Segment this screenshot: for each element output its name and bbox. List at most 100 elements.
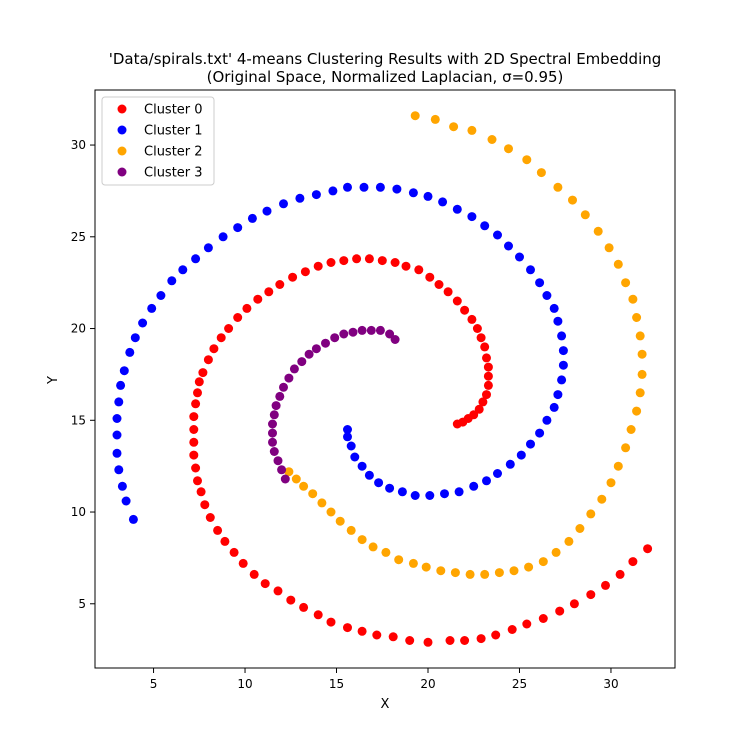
data-point — [538, 557, 548, 567]
data-point — [233, 313, 243, 322]
data-point — [381, 547, 391, 557]
data-point — [621, 278, 631, 288]
data-point — [273, 456, 283, 466]
data-point — [628, 557, 638, 567]
data-point — [317, 498, 327, 508]
data-point — [504, 144, 513, 154]
data-point — [260, 579, 270, 589]
data-point — [269, 410, 279, 420]
data-point — [569, 599, 579, 609]
legend-frame — [101, 96, 215, 186]
data-point — [557, 375, 567, 385]
y-axis-label: Y — [46, 376, 61, 385]
data-point — [445, 636, 455, 645]
legend-item: Cluster 3 — [117, 166, 203, 181]
data-point — [390, 258, 400, 267]
data-point — [440, 489, 449, 499]
data-point — [291, 474, 301, 484]
data-point — [483, 371, 493, 381]
data-point — [493, 469, 502, 478]
data-point — [535, 428, 545, 438]
data-point — [205, 513, 215, 522]
legend-label: Cluster 0 — [144, 103, 203, 118]
chart-title: 'Data/spirals.txt' 4-means Clustering Re… — [109, 50, 662, 68]
data-point — [604, 243, 614, 253]
data-point — [460, 636, 470, 645]
data-point — [467, 314, 477, 324]
legend: Cluster 0 Cluster 1 Cluster 2 Cluster 3 — [101, 96, 215, 186]
data-point — [249, 569, 259, 579]
data-point — [425, 272, 435, 282]
data-point — [482, 390, 491, 400]
data-point — [505, 459, 515, 469]
data-point — [467, 125, 477, 135]
data-point — [452, 419, 462, 429]
data-point — [557, 331, 567, 341]
data-point — [553, 316, 563, 326]
data-point — [621, 443, 631, 453]
data-point — [635, 331, 645, 341]
data-point — [414, 265, 424, 275]
data-point — [504, 241, 513, 251]
data-point — [224, 324, 234, 333]
data-point — [346, 525, 356, 535]
data-point — [430, 114, 440, 124]
data-point — [478, 397, 488, 407]
data-point — [469, 481, 479, 491]
data-point — [375, 325, 385, 335]
legend-marker — [117, 104, 127, 114]
data-point — [328, 186, 338, 196]
data-point — [613, 259, 623, 269]
legend-item: Cluster 0 — [117, 103, 203, 118]
series-cluster-2 — [284, 111, 647, 579]
data-point — [635, 388, 645, 398]
data-point — [343, 182, 352, 192]
data-point — [394, 555, 404, 565]
data-point — [348, 327, 358, 337]
data-point — [268, 428, 277, 438]
legend-label: Cluster 1 — [144, 124, 203, 139]
data-point — [147, 303, 157, 313]
data-point — [268, 419, 277, 429]
data-point — [408, 558, 418, 568]
data-point — [401, 261, 411, 271]
y-tick-label: 20 — [71, 322, 86, 336]
data-point — [112, 414, 122, 423]
data-point — [121, 496, 131, 506]
data-point — [218, 232, 228, 242]
data-point — [209, 344, 219, 354]
data-point — [238, 558, 248, 568]
legend-label: Cluster 3 — [144, 166, 203, 181]
data-point — [308, 489, 318, 499]
data-point — [289, 364, 299, 374]
data-point — [551, 547, 561, 557]
data-point — [366, 325, 376, 335]
data-point — [507, 625, 517, 634]
data-point — [449, 122, 459, 132]
data-point — [423, 191, 433, 201]
data-point — [586, 590, 596, 600]
data-point — [410, 491, 420, 500]
y-axis-ticks: 5 10 15 20 25 30 — [71, 138, 95, 611]
data-point — [299, 481, 309, 491]
data-point — [326, 617, 336, 627]
data-point — [277, 465, 287, 475]
data-point — [472, 324, 482, 333]
data-point — [482, 353, 491, 363]
data-point — [196, 487, 206, 497]
plot-area — [94, 89, 676, 669]
data-point — [326, 258, 336, 267]
data-point — [392, 184, 402, 194]
y-tick-label: 30 — [71, 138, 86, 152]
data-point — [483, 362, 493, 372]
data-point — [119, 366, 129, 376]
data-point — [516, 450, 526, 460]
data-point — [450, 568, 460, 578]
data-point — [405, 636, 415, 645]
data-point — [375, 182, 385, 192]
data-point — [643, 544, 653, 554]
data-point — [271, 401, 281, 411]
data-point — [524, 562, 534, 572]
data-point — [335, 516, 345, 526]
data-point — [626, 425, 636, 434]
